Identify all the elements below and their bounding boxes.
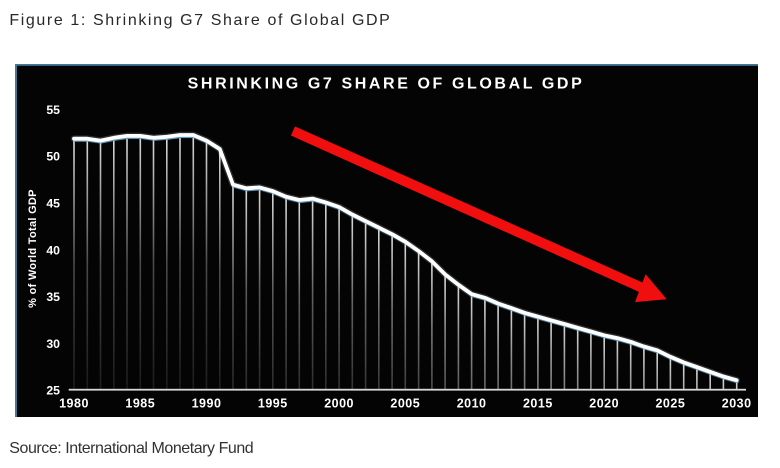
- svg-text:55: 55: [46, 103, 60, 117]
- svg-text:2025: 2025: [655, 397, 685, 411]
- svg-text:35: 35: [46, 290, 60, 304]
- svg-text:1990: 1990: [192, 397, 222, 411]
- svg-text:25: 25: [46, 384, 60, 398]
- svg-text:50: 50: [46, 150, 60, 164]
- svg-text:SHRINKING G7 SHARE OF GLOBAL G: SHRINKING G7 SHARE OF GLOBAL GDP: [188, 76, 585, 93]
- svg-text:1980: 1980: [59, 397, 89, 411]
- svg-text:45: 45: [46, 197, 60, 211]
- svg-text:2015: 2015: [523, 397, 553, 411]
- svg-text:30: 30: [46, 337, 60, 351]
- svg-text:40: 40: [46, 243, 60, 257]
- svg-text:2010: 2010: [457, 397, 487, 411]
- svg-text:2005: 2005: [390, 397, 420, 411]
- svg-text:1985: 1985: [125, 397, 155, 411]
- svg-text:2030: 2030: [722, 397, 752, 411]
- svg-text:% of World Total GDP: % of World Total GDP: [27, 189, 39, 308]
- svg-text:1995: 1995: [258, 397, 288, 411]
- svg-text:2000: 2000: [324, 397, 354, 411]
- svg-text:2020: 2020: [589, 397, 619, 411]
